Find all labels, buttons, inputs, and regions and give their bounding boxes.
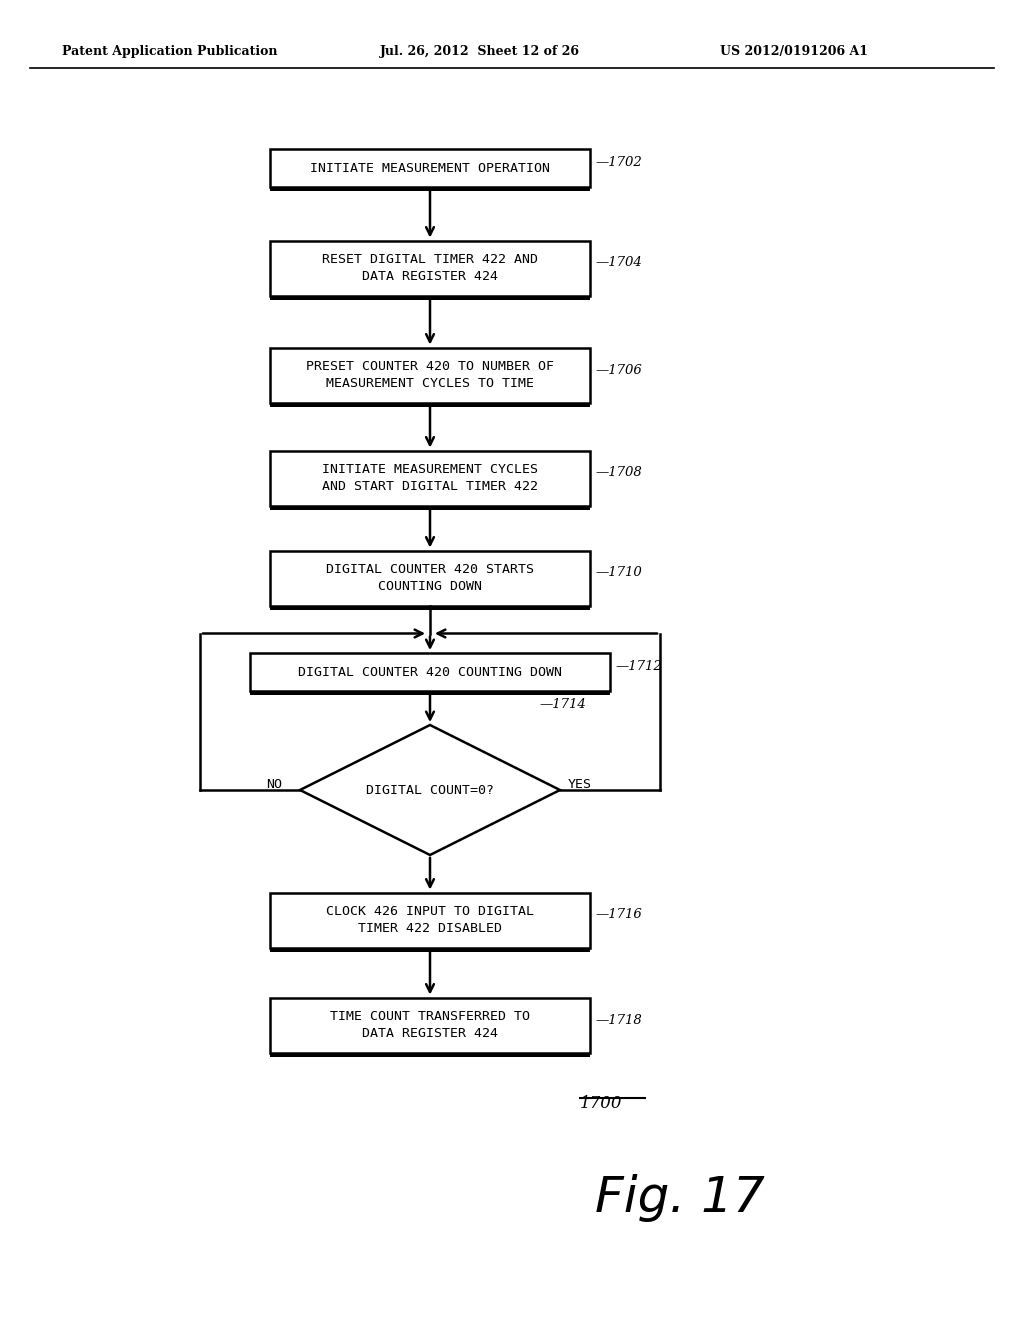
Text: —1714: —1714 (540, 698, 587, 711)
Text: —1710: —1710 (596, 566, 643, 579)
Text: —1702: —1702 (596, 157, 643, 169)
Text: RESET DIGITAL TIMER 422 AND
DATA REGISTER 424: RESET DIGITAL TIMER 422 AND DATA REGISTE… (322, 253, 538, 282)
Text: Jul. 26, 2012  Sheet 12 of 26: Jul. 26, 2012 Sheet 12 of 26 (380, 45, 580, 58)
Text: US 2012/0191206 A1: US 2012/0191206 A1 (720, 45, 868, 58)
Bar (270, 240, 590, 296)
Bar (250, 657, 610, 696)
Text: —1718: —1718 (596, 1014, 643, 1027)
Text: INITIATE MEASUREMENT CYCLES
AND START DIGITAL TIMER 422: INITIATE MEASUREMENT CYCLES AND START DI… (322, 463, 538, 492)
Text: —1708: —1708 (596, 466, 643, 479)
Bar (270, 153, 590, 191)
Text: TIME COUNT TRANSFERRED TO
DATA REGISTER 424: TIME COUNT TRANSFERRED TO DATA REGISTER … (330, 1010, 530, 1040)
Text: CLOCK 426 INPUT TO DIGITAL
TIMER 422 DISABLED: CLOCK 426 INPUT TO DIGITAL TIMER 422 DIS… (326, 906, 534, 935)
Bar (270, 896, 590, 952)
Bar (270, 550, 590, 606)
Text: —1716: —1716 (596, 908, 643, 921)
Text: —1712: —1712 (616, 660, 663, 673)
Bar (270, 450, 590, 506)
Polygon shape (300, 725, 560, 855)
Bar (270, 347, 590, 403)
Bar (270, 892, 590, 948)
Bar (270, 1002, 590, 1056)
Bar (270, 149, 590, 187)
Bar (270, 554, 590, 610)
Text: PRESET COUNTER 420 TO NUMBER OF
MEASUREMENT CYCLES TO TIME: PRESET COUNTER 420 TO NUMBER OF MEASUREM… (306, 360, 554, 389)
Text: Patent Application Publication: Patent Application Publication (62, 45, 278, 58)
Text: DIGITAL COUNTER 420 COUNTING DOWN: DIGITAL COUNTER 420 COUNTING DOWN (298, 665, 562, 678)
Text: DIGITAL COUNTER 420 STARTS
COUNTING DOWN: DIGITAL COUNTER 420 STARTS COUNTING DOWN (326, 564, 534, 593)
Bar (270, 998, 590, 1052)
Text: DIGITAL COUNT=0?: DIGITAL COUNT=0? (366, 784, 494, 796)
Bar (270, 454, 590, 510)
Text: YES: YES (568, 777, 592, 791)
Text: —1706: —1706 (596, 363, 643, 376)
Text: Fig. 17: Fig. 17 (595, 1175, 765, 1222)
Bar (270, 351, 590, 407)
Bar (270, 244, 590, 300)
Text: NO: NO (266, 777, 282, 791)
Bar (250, 653, 610, 690)
Text: —1704: —1704 (596, 256, 643, 269)
Text: INITIATE MEASUREMENT OPERATION: INITIATE MEASUREMENT OPERATION (310, 161, 550, 174)
Text: 1700: 1700 (580, 1094, 623, 1111)
